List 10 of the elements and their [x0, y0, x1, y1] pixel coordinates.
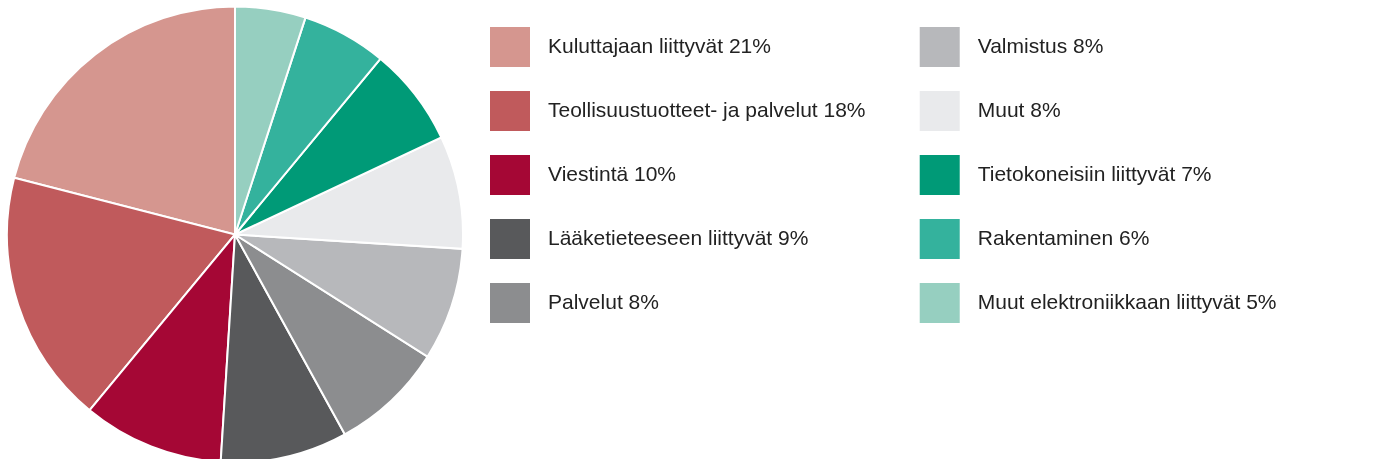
legend-label: Teollisuustuotteet- ja palvelut 18%: [548, 98, 866, 121]
legend-label: Muut elektroniikkaan liittyvät 5%: [977, 290, 1277, 313]
legend-label: Lääketieteeseen liittyvät 9%: [548, 226, 809, 249]
legend-label: Palvelut 8%: [548, 290, 659, 313]
legend-label: Kuluttajaan liittyvät 21%: [548, 34, 771, 57]
legend-label: Valmistus 8%: [977, 34, 1104, 57]
legend-label: Tietokoneisiin liittyvät 7%: [977, 162, 1212, 185]
legend-label: Rakentaminen 6%: [977, 226, 1150, 249]
legend-label: Muut 8%: [977, 98, 1061, 121]
legend-label: Viestintä 10%: [548, 162, 677, 185]
